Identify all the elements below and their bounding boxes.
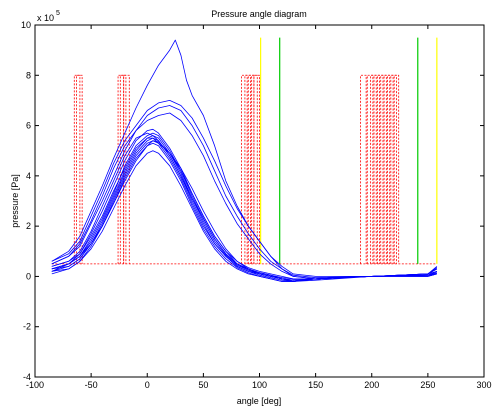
y-tick-label: 0 — [26, 271, 31, 281]
pressure-curve-11 — [51, 105, 438, 279]
x-axis-title: angle [deg] — [237, 396, 282, 406]
x-tick-label: 300 — [476, 380, 491, 390]
x-tick-label: -50 — [85, 380, 98, 390]
y-axis-title: pressure [Pa] — [10, 174, 20, 228]
x-tick-label: -100 — [26, 380, 44, 390]
y-scale-label: x 10 — [37, 13, 54, 23]
y-tick-label: 10 — [21, 20, 31, 30]
valve-pulse-14 — [376, 74, 384, 264]
pressure-curve-5 — [51, 137, 438, 282]
pressure-curve-12 — [51, 39, 438, 280]
valve-pulse-18 — [390, 74, 397, 264]
valve-pulse-1 — [76, 74, 83, 264]
pressure-curve-7 — [51, 150, 438, 282]
y-tick-label: 4 — [26, 171, 31, 181]
chart-title: Pressure angle diagram — [211, 9, 307, 19]
axis-ticks: -100 -50 0 50 100 150 200 250 300 -4 -2 0 2 4 6 8 10 — [21, 20, 492, 390]
valve-pulse-5 — [241, 74, 248, 264]
valve-pulse-8 — [251, 74, 258, 264]
valve-pulse-16 — [383, 74, 391, 264]
y-tick-label: 2 — [26, 221, 31, 231]
valve-pulse-10 — [360, 74, 367, 264]
plot-area — [51, 37, 438, 282]
y-scale-exponent: 5 — [56, 10, 60, 17]
valve-pulse-0 — [73, 74, 81, 264]
x-tick-label: 250 — [420, 380, 435, 390]
x-tick-label: 0 — [145, 380, 150, 390]
x-tick-label: 150 — [308, 380, 323, 390]
pressure-curve-13 — [51, 140, 438, 282]
y-tick-label: 8 — [26, 70, 31, 80]
valve-pulse-11 — [366, 74, 374, 264]
valve-pulse-17 — [387, 74, 394, 264]
valve-pulse-7 — [247, 74, 255, 264]
y-tick-label: 6 — [26, 121, 31, 131]
pressure-curve-8 — [51, 132, 438, 280]
valve-pulse-9 — [253, 74, 260, 264]
x-tick-label: 100 — [252, 380, 267, 390]
x-tick-label: 200 — [364, 380, 379, 390]
y-tick-label: -2 — [23, 322, 31, 332]
y-tick-label: -4 — [23, 372, 31, 382]
pressure-curve-10 — [51, 100, 438, 277]
valve-pulse-19 — [393, 74, 400, 264]
valve-pulse-15 — [380, 74, 387, 264]
valve-pulse-13 — [373, 74, 381, 264]
x-tick-label: 50 — [198, 380, 208, 390]
valve-pulse-6 — [244, 74, 251, 264]
valve-pulse-12 — [370, 74, 377, 264]
